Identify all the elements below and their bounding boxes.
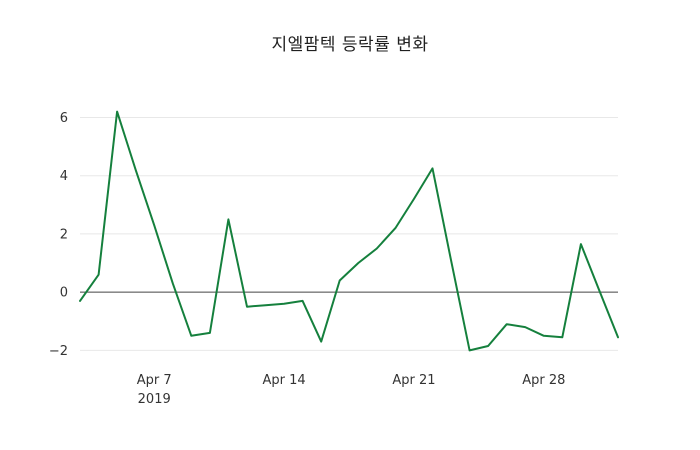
x-tick-sublabel: 2019 bbox=[138, 392, 171, 407]
x-tick-label: Apr 7 bbox=[137, 373, 172, 388]
y-tick-label: −2 bbox=[49, 344, 68, 359]
y-tick-label: 6 bbox=[60, 111, 68, 126]
y-tick-label: 0 bbox=[60, 286, 68, 301]
x-tick-label: Apr 28 bbox=[522, 373, 565, 388]
y-tick-label: 4 bbox=[60, 169, 68, 184]
chart-title: 지엘팜텍 등락률 변화 bbox=[271, 35, 429, 55]
series-line bbox=[79, 110, 619, 352]
x-tick-label: Apr 14 bbox=[262, 373, 305, 388]
x-tick-label: Apr 21 bbox=[392, 373, 435, 388]
y-tick-label: 2 bbox=[60, 227, 68, 242]
